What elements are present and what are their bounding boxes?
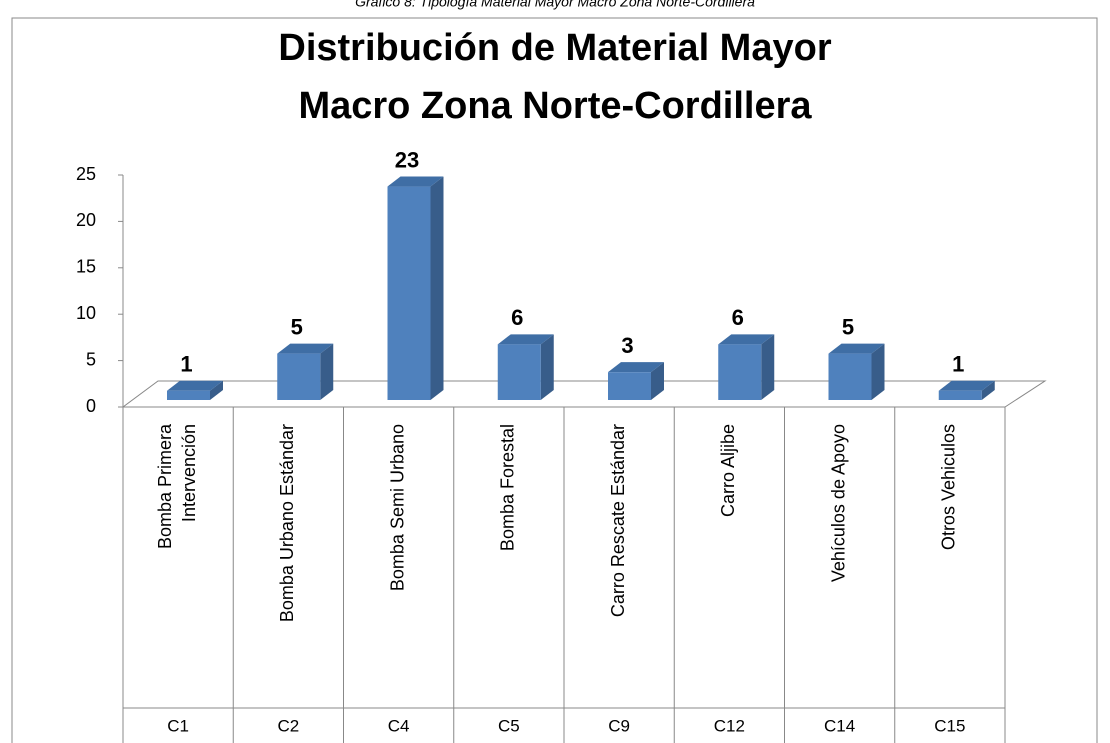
bar-side: [540, 334, 554, 400]
data-label: 3: [621, 333, 633, 358]
bar-side: [871, 343, 885, 400]
x-tick-label: Bomba Primera: [155, 423, 175, 549]
chart-border: [11, 17, 1098, 743]
bar-front: [718, 344, 762, 400]
category-code: C9: [608, 716, 630, 735]
bar: [497, 334, 554, 400]
data-label: 6: [511, 305, 523, 330]
bar-top: [718, 334, 775, 345]
category-code: C4: [388, 716, 410, 735]
category-code: C14: [824, 716, 855, 735]
floor: [121, 380, 1047, 408]
bar-top: [497, 334, 554, 345]
bar-top: [387, 176, 444, 187]
bar-top: [608, 362, 664, 373]
y-tick-label: 10: [76, 303, 96, 323]
y-tick-label: 15: [76, 257, 96, 277]
x-tick-label: Carro Aljibe: [718, 424, 738, 517]
x-tick-label: Bomba Semi Urbano: [387, 424, 407, 591]
bar-side: [981, 380, 995, 400]
bar-front: [277, 353, 321, 400]
y-tick-label: 0: [86, 396, 96, 416]
bar-top: [828, 343, 885, 354]
bar-side: [430, 176, 444, 400]
category-code: C1: [167, 716, 189, 735]
bar-side: [210, 380, 223, 400]
bar-top: [167, 380, 223, 391]
bar-front: [387, 186, 431, 400]
category-code: C12: [714, 716, 745, 735]
category-code: C5: [498, 716, 520, 735]
bar-side: [761, 334, 775, 400]
bar-front: [828, 353, 872, 400]
x-tick-label: Vehículos de Apoyo: [828, 424, 848, 582]
chart-title: Macro Zona Norte-Cordillera: [298, 85, 812, 127]
data-label: 1: [952, 352, 964, 377]
chart-title: Distribución de Material Mayor: [278, 27, 831, 69]
x-tick-label: Intervención: [179, 424, 199, 522]
bar: [608, 362, 664, 400]
bar: [938, 380, 995, 400]
bar: [718, 334, 775, 400]
y-tick-label: 25: [76, 164, 96, 184]
bar-side: [320, 343, 334, 400]
data-label: 5: [291, 314, 303, 339]
data-label: 1: [180, 352, 192, 377]
x-tick-label: Carro Rescate Estándar: [608, 424, 628, 617]
category-code: C2: [278, 716, 300, 735]
y-tick-label: 20: [76, 210, 96, 230]
bar: [167, 380, 223, 400]
data-label: 6: [732, 305, 744, 330]
category-code: C15: [934, 716, 965, 735]
y-tick-label: 5: [86, 349, 96, 369]
bar: [387, 176, 444, 400]
bar-front: [497, 344, 541, 400]
bar-front: [167, 390, 210, 400]
bar: [828, 343, 885, 400]
bar-front: [608, 372, 651, 400]
x-tick-label: Bomba Urbano Estándar: [277, 424, 297, 622]
bar-top: [938, 380, 995, 391]
data-label: 23: [395, 147, 419, 172]
bar-top: [277, 343, 334, 354]
bar: [277, 343, 334, 400]
x-tick-label: Bomba Forestal: [498, 424, 518, 551]
data-label: 5: [842, 314, 854, 339]
bar-front: [938, 390, 982, 400]
bar-side: [651, 362, 664, 400]
x-tick-label: Otros Vehiculos: [939, 424, 959, 550]
caption: Gráfico 8: Tipología Material Mayor Macr…: [355, 0, 755, 10]
